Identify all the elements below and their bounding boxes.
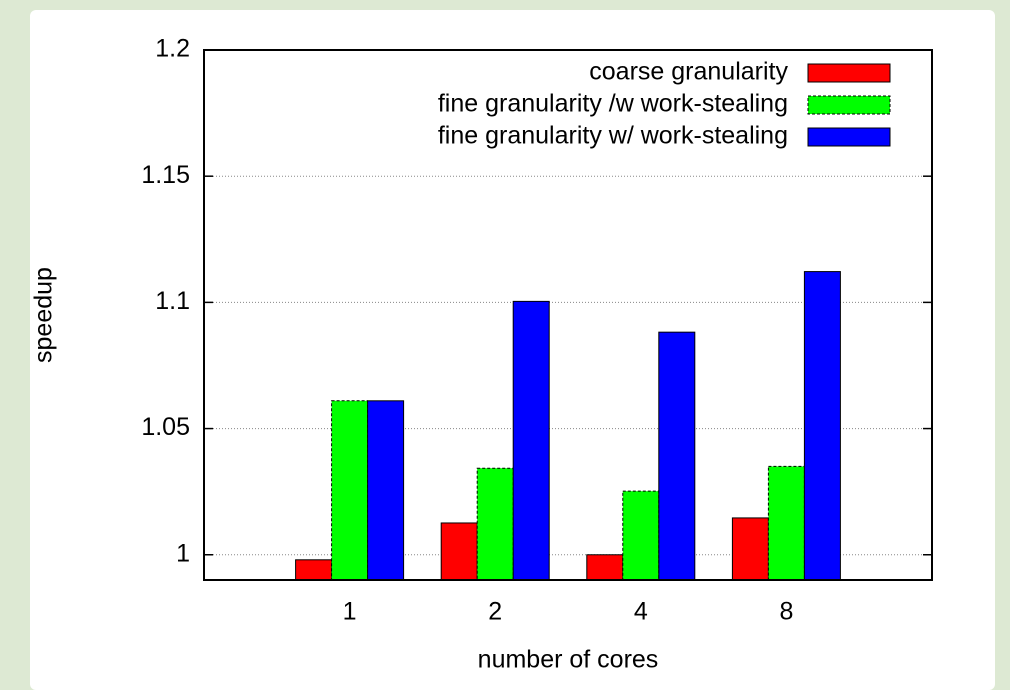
x-tick-label: 2	[488, 598, 502, 626]
y-tick-label: 1.1	[155, 287, 190, 315]
y-axis-label: speedup	[30, 267, 58, 363]
bar	[440, 522, 478, 581]
legend-swatch	[807, 63, 891, 83]
y-tick-label: 1.05	[141, 413, 190, 441]
bar	[295, 559, 333, 581]
x-tick-label: 1	[343, 598, 357, 626]
bar	[331, 400, 369, 581]
bar	[731, 517, 769, 581]
legend-swatch	[807, 127, 891, 147]
y-tick-label: 1.2	[155, 35, 190, 63]
legend-label: fine granularity /w work-stealing	[438, 90, 788, 118]
x-tick-label: 8	[779, 598, 793, 626]
plot-frame	[203, 49, 933, 581]
y-tick-label: 1	[176, 539, 190, 567]
bar	[476, 467, 514, 581]
bar	[803, 271, 841, 581]
bar	[586, 554, 624, 581]
y-tick-label: 1.15	[141, 161, 190, 189]
legend-swatch	[807, 95, 891, 115]
x-axis-label: number of cores	[478, 646, 659, 674]
page: {"chart_data": {"type": "bar", "x_label"…	[29, 10, 995, 690]
bar	[367, 400, 405, 581]
bar	[767, 465, 805, 581]
bar	[658, 331, 696, 581]
bar	[622, 490, 660, 581]
chart: number of cores speedup 1 1.05 1.1 1.15 1.2 1…	[30, 35, 933, 674]
x-tick-label: 4	[634, 598, 648, 626]
bar	[512, 300, 550, 581]
legend-label: coarse granularity	[589, 58, 788, 86]
legend-label: fine granularity w/ work-stealing	[438, 122, 788, 150]
